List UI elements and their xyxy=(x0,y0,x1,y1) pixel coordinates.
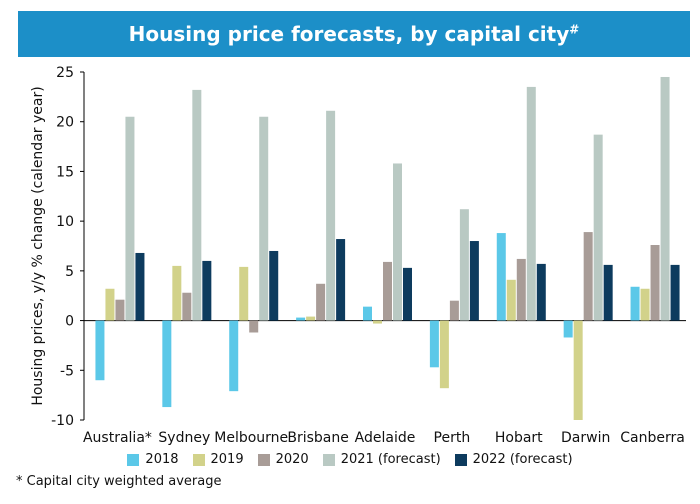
bar-brisbane-2018 xyxy=(296,317,306,321)
bar-adelaide-2018 xyxy=(363,306,372,321)
y-tick-label: -5 xyxy=(60,363,74,379)
legend-item: 2018 xyxy=(127,452,179,467)
legend-swatch xyxy=(454,453,467,466)
bar-brisbane-2021 xyxy=(326,110,336,321)
legend-swatch xyxy=(322,453,335,466)
x-category-label: Sydney xyxy=(158,430,210,446)
chart-legend: 2018 2019 2020 2021 (forecast) 2022 (forecas… xyxy=(0,452,700,467)
bar-sydney-2021 xyxy=(192,89,202,321)
bar-sydney-2022 xyxy=(202,260,212,321)
legend-label: 2018 xyxy=(145,452,179,467)
bar-melbourne-2019 xyxy=(239,266,249,321)
bar-melbourne-2018 xyxy=(229,320,239,392)
bar-perth-2021 xyxy=(459,209,469,321)
y-tick-label: 15 xyxy=(56,164,74,180)
bar-australia-2018 xyxy=(95,320,105,381)
x-category-label: Perth xyxy=(434,430,471,446)
bar-brisbane-2019 xyxy=(306,316,316,321)
bar-australia-2020 xyxy=(115,299,125,321)
bar-melbourne-2022 xyxy=(269,250,279,321)
bar-canberra-2020 xyxy=(650,245,660,321)
bar-perth-2022 xyxy=(469,241,479,321)
bar-adelaide-2021 xyxy=(393,163,402,321)
legend-item: 2021 (forecast) xyxy=(322,452,441,467)
chart-title-banner: Housing price forecasts, by capital city… xyxy=(18,11,690,57)
legend-item: 2019 xyxy=(192,452,244,467)
bar-brisbane-2020 xyxy=(316,283,326,321)
x-category-label: Brisbane xyxy=(287,430,349,446)
bar-melbourne-2021 xyxy=(259,116,269,321)
bar-perth-2018 xyxy=(429,320,439,368)
x-category-label: Hobart xyxy=(495,430,543,446)
bar-adelaide-2022 xyxy=(403,267,412,321)
bar-adelaide-2020 xyxy=(383,261,392,321)
footnote: * Capital city weighted average xyxy=(16,474,222,489)
bar-darwin-2020 xyxy=(583,232,593,321)
bar-canberra-2021 xyxy=(660,76,670,321)
y-tick-label: 10 xyxy=(56,214,74,230)
bar-australia-2019 xyxy=(105,288,115,321)
bar-sydney-2018 xyxy=(162,320,172,408)
bar-sydney-2020 xyxy=(182,292,192,321)
x-category-label: Canberra xyxy=(620,430,685,446)
y-tick-label: 0 xyxy=(65,314,74,330)
bar-perth-2019 xyxy=(439,320,449,389)
bar-darwin-2021 xyxy=(593,134,603,321)
x-category-label: Melbourne xyxy=(214,430,288,446)
bar-brisbane-2022 xyxy=(336,239,346,321)
legend-swatch xyxy=(257,453,270,466)
legend-swatch xyxy=(127,453,140,466)
bar-sydney-2019 xyxy=(172,265,182,321)
legend-item: 2020 xyxy=(257,452,309,467)
bar-australia-2021 xyxy=(125,116,135,321)
bar-adelaide-2019 xyxy=(373,320,382,324)
chart-title-mark: # xyxy=(569,22,580,37)
legend-swatch xyxy=(192,453,205,466)
y-tick-label: 5 xyxy=(65,264,74,280)
bar-perth-2020 xyxy=(449,300,459,321)
legend-label: 2022 (forecast) xyxy=(472,452,573,467)
y-tick-label: -10 xyxy=(51,413,74,429)
chart-title-text: Housing price forecasts, by capital city xyxy=(128,22,570,46)
bar-melbourne-2020 xyxy=(249,320,259,333)
y-axis-label: Housing prices, y/y % change (calendar y… xyxy=(30,86,46,405)
bar-darwin-2022 xyxy=(603,264,613,321)
x-category-label: Australia* xyxy=(83,430,152,446)
y-tick-label: 20 xyxy=(56,115,74,131)
bar-darwin-2018 xyxy=(563,320,573,338)
bar-hobart-2018 xyxy=(496,233,506,321)
chart-title: Housing price forecasts, by capital city… xyxy=(129,22,580,46)
bar-hobart-2022 xyxy=(536,263,546,321)
legend-label: 2021 (forecast) xyxy=(340,452,441,467)
legend-item: 2022 (forecast) xyxy=(454,452,573,467)
legend-label: 2020 xyxy=(275,452,309,467)
bar-hobart-2019 xyxy=(506,279,516,321)
bar-canberra-2018 xyxy=(630,286,640,321)
bar-australia-2022 xyxy=(135,252,145,321)
bar-hobart-2021 xyxy=(526,86,536,321)
bar-hobart-2020 xyxy=(516,258,526,321)
legend-label: 2019 xyxy=(210,452,244,467)
y-tick-label: 25 xyxy=(56,65,74,81)
x-category-label: Adelaide xyxy=(355,430,416,446)
bar-canberra-2022 xyxy=(670,264,680,321)
x-category-label: Darwin xyxy=(561,430,610,446)
bar-canberra-2019 xyxy=(640,288,650,321)
bar-darwin-2019 xyxy=(573,320,583,420)
